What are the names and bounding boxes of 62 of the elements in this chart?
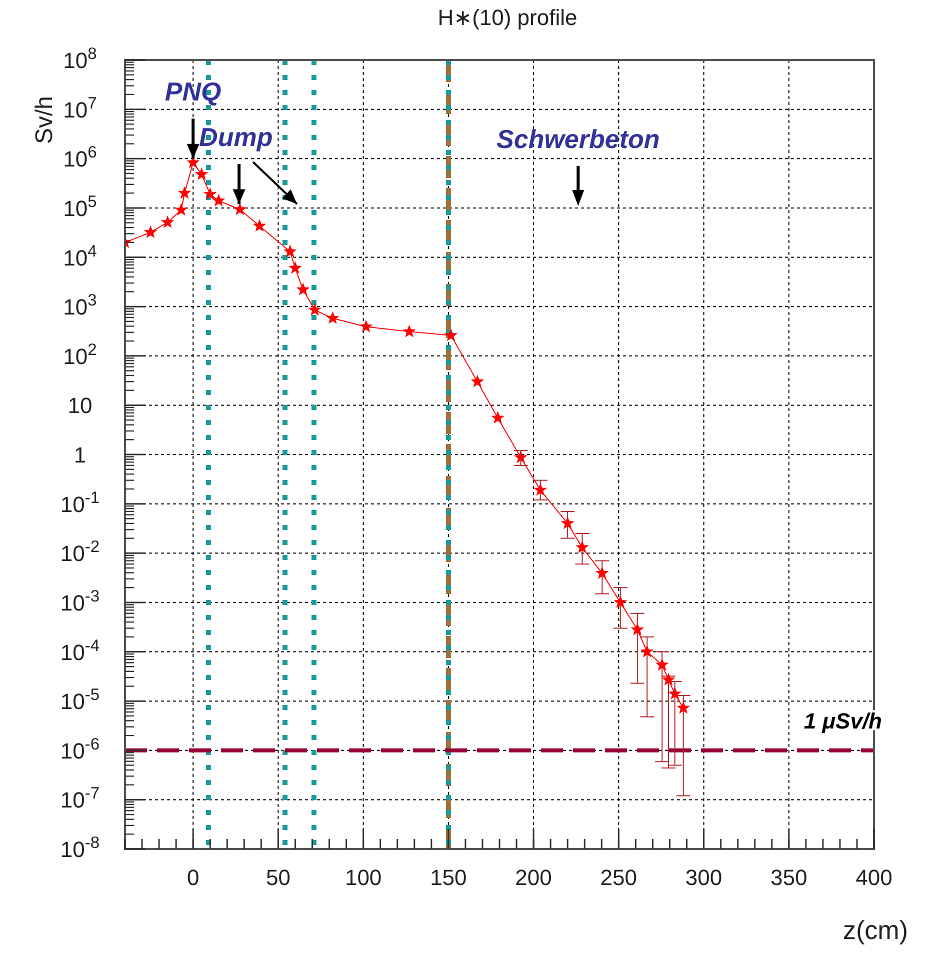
point: [160, 215, 174, 228]
x-tick-label: 300: [685, 865, 722, 890]
y-tick-label: 10$^{-3}$: [60, 587, 100, 616]
point: [194, 167, 208, 180]
point: [252, 219, 266, 232]
point: [233, 202, 247, 216]
y-tick-label: 10: [68, 393, 92, 418]
point: [144, 225, 158, 238]
point: [296, 282, 310, 296]
x-tick-label: 50: [266, 865, 290, 890]
y-axis-title: Sv/h: [31, 96, 58, 144]
point: [203, 187, 217, 200]
x-tick-label: 200: [515, 865, 552, 890]
point: [288, 261, 302, 274]
point: [676, 701, 690, 714]
point: [402, 324, 416, 338]
point: [640, 644, 654, 658]
annotation: PNQ: [164, 76, 222, 107]
y-tick-label: 10$^{4}$: [63, 242, 97, 270]
point: [470, 374, 484, 388]
point: [534, 483, 548, 496]
point: [630, 622, 644, 636]
y-tick-label: 10$^{-5}$: [60, 686, 100, 714]
y-tick-label: 10$^{8}$: [63, 45, 97, 73]
point: [576, 540, 589, 554]
x-tick-label: 350: [770, 865, 808, 890]
point: [491, 410, 504, 424]
annotation: Schwerbeton: [496, 124, 660, 154]
y-tick-label: 10$^{-2}$: [60, 538, 100, 566]
point: [444, 328, 458, 342]
point: [326, 311, 340, 324]
point: [178, 186, 192, 199]
point: [668, 686, 682, 700]
y-tick-label: 10$^{-1}$: [60, 488, 100, 517]
x-axis-title: z(cm): [843, 915, 908, 945]
y-tick-label: 10$^{-8}$: [60, 834, 100, 862]
y-tick-label: 1: [74, 442, 86, 468]
y-tick-label: 10$^{2}$: [63, 340, 97, 369]
point: [174, 202, 188, 216]
point: [560, 516, 574, 530]
y-tick-label: 10$^{7}$: [63, 94, 97, 122]
point: [308, 303, 322, 316]
point: [614, 595, 628, 608]
point: [655, 658, 669, 671]
y-tick-label: 10$^{-6}$: [60, 735, 100, 764]
x-tick-label: 250: [600, 865, 638, 890]
annotation: Dump: [199, 122, 273, 152]
x-tick-label: 400: [856, 865, 892, 890]
chart-title: H∗(10) profile: [438, 5, 578, 30]
y-tick-label: 10$^{6}$: [63, 144, 97, 172]
point: [212, 194, 226, 206]
x-tick-label: 0: [186, 865, 200, 890]
x-tick-label: 100: [344, 865, 382, 890]
y-tick-label: 10$^{3}$: [63, 292, 97, 320]
point: [359, 320, 373, 332]
x-tick-label: 150: [430, 865, 467, 890]
point: [595, 566, 609, 579]
y-tick-label: 10$^{-7}$: [60, 784, 100, 813]
point: [283, 244, 297, 258]
point: [662, 672, 676, 686]
y-tick-label: 10$^{5}$: [63, 192, 97, 221]
y-tick-label: 10$^{-4}$: [60, 636, 100, 665]
